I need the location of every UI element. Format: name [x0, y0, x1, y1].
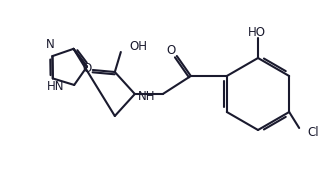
- Text: O: O: [82, 62, 91, 76]
- Text: HN: HN: [47, 80, 64, 94]
- Text: N: N: [46, 38, 55, 51]
- Text: NH: NH: [138, 90, 156, 102]
- Text: O: O: [166, 45, 176, 58]
- Text: HO: HO: [248, 25, 266, 39]
- Text: OH: OH: [130, 41, 148, 54]
- Text: Cl: Cl: [307, 126, 319, 139]
